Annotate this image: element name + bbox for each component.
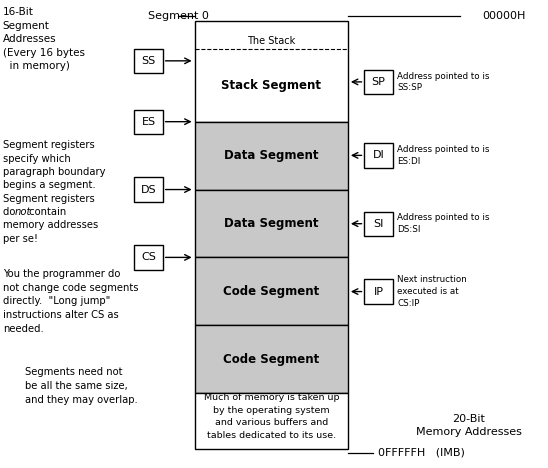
Text: Stack Segment: Stack Segment bbox=[221, 79, 321, 92]
Text: Data Segment: Data Segment bbox=[224, 217, 318, 230]
Text: memory addresses: memory addresses bbox=[3, 220, 98, 230]
Text: Data Segment: Data Segment bbox=[224, 149, 318, 162]
Bar bbox=[195, 190, 348, 257]
Text: SP: SP bbox=[372, 77, 386, 87]
Text: Segment registers: Segment registers bbox=[3, 194, 94, 204]
Text: DI: DI bbox=[373, 150, 385, 161]
Text: 0FFFFFH   (lMB): 0FFFFFH (lMB) bbox=[378, 447, 465, 458]
Text: SS: SS bbox=[141, 56, 156, 66]
Text: IP: IP bbox=[374, 286, 384, 297]
Text: Segment registers: Segment registers bbox=[3, 140, 94, 150]
Text: do: do bbox=[3, 207, 18, 217]
Text: not: not bbox=[15, 207, 31, 217]
Text: The Stack: The Stack bbox=[247, 36, 295, 46]
Text: DS: DS bbox=[141, 184, 156, 195]
Text: Address pointed to is
SS:SP: Address pointed to is SS:SP bbox=[397, 72, 490, 92]
Text: per se!: per se! bbox=[3, 234, 38, 244]
Bar bbox=[195, 21, 348, 122]
Bar bbox=[134, 177, 163, 202]
Text: Next instruction
executed is at
CS:IP: Next instruction executed is at CS:IP bbox=[397, 275, 467, 308]
Text: Segment 0: Segment 0 bbox=[148, 11, 209, 22]
Bar bbox=[195, 122, 348, 190]
Text: 16-Bit
Segment
Addresses
(Every 16 bytes
  in memory): 16-Bit Segment Addresses (Every 16 bytes… bbox=[3, 7, 85, 72]
Bar bbox=[195, 393, 348, 449]
Bar bbox=[364, 70, 393, 94]
Text: SI: SI bbox=[374, 219, 384, 229]
Bar bbox=[364, 143, 393, 168]
Text: specify which: specify which bbox=[3, 154, 71, 164]
Bar bbox=[134, 245, 163, 270]
Bar bbox=[195, 325, 348, 393]
Text: 20-Bit
Memory Addresses: 20-Bit Memory Addresses bbox=[415, 414, 522, 438]
Text: Address pointed to is
DS:SI: Address pointed to is DS:SI bbox=[397, 213, 490, 234]
Text: begins a segment.: begins a segment. bbox=[3, 181, 95, 190]
Bar bbox=[195, 257, 348, 325]
Text: 00000H: 00000H bbox=[482, 11, 526, 22]
Text: Address pointed to is
ES:DI: Address pointed to is ES:DI bbox=[397, 145, 490, 166]
Bar bbox=[134, 110, 163, 134]
Bar bbox=[134, 49, 163, 73]
Bar bbox=[364, 279, 393, 304]
Text: paragraph boundary: paragraph boundary bbox=[3, 167, 105, 177]
Text: Segments need not
be all the same size,
and they may overlap.: Segments need not be all the same size, … bbox=[25, 367, 138, 404]
Text: CS: CS bbox=[141, 252, 156, 263]
Text: contain: contain bbox=[26, 207, 66, 217]
Text: ES: ES bbox=[141, 117, 156, 127]
Bar bbox=[364, 212, 393, 236]
Text: Much of memory is taken up
by the operating system
and various buffers and
table: Much of memory is taken up by the operat… bbox=[203, 393, 339, 440]
Text: Code Segment: Code Segment bbox=[223, 285, 319, 298]
Text: Code Segment: Code Segment bbox=[223, 353, 319, 366]
Text: You the programmer do
not change code segments
directly.  "Long jump"
instructio: You the programmer do not change code se… bbox=[3, 269, 138, 334]
